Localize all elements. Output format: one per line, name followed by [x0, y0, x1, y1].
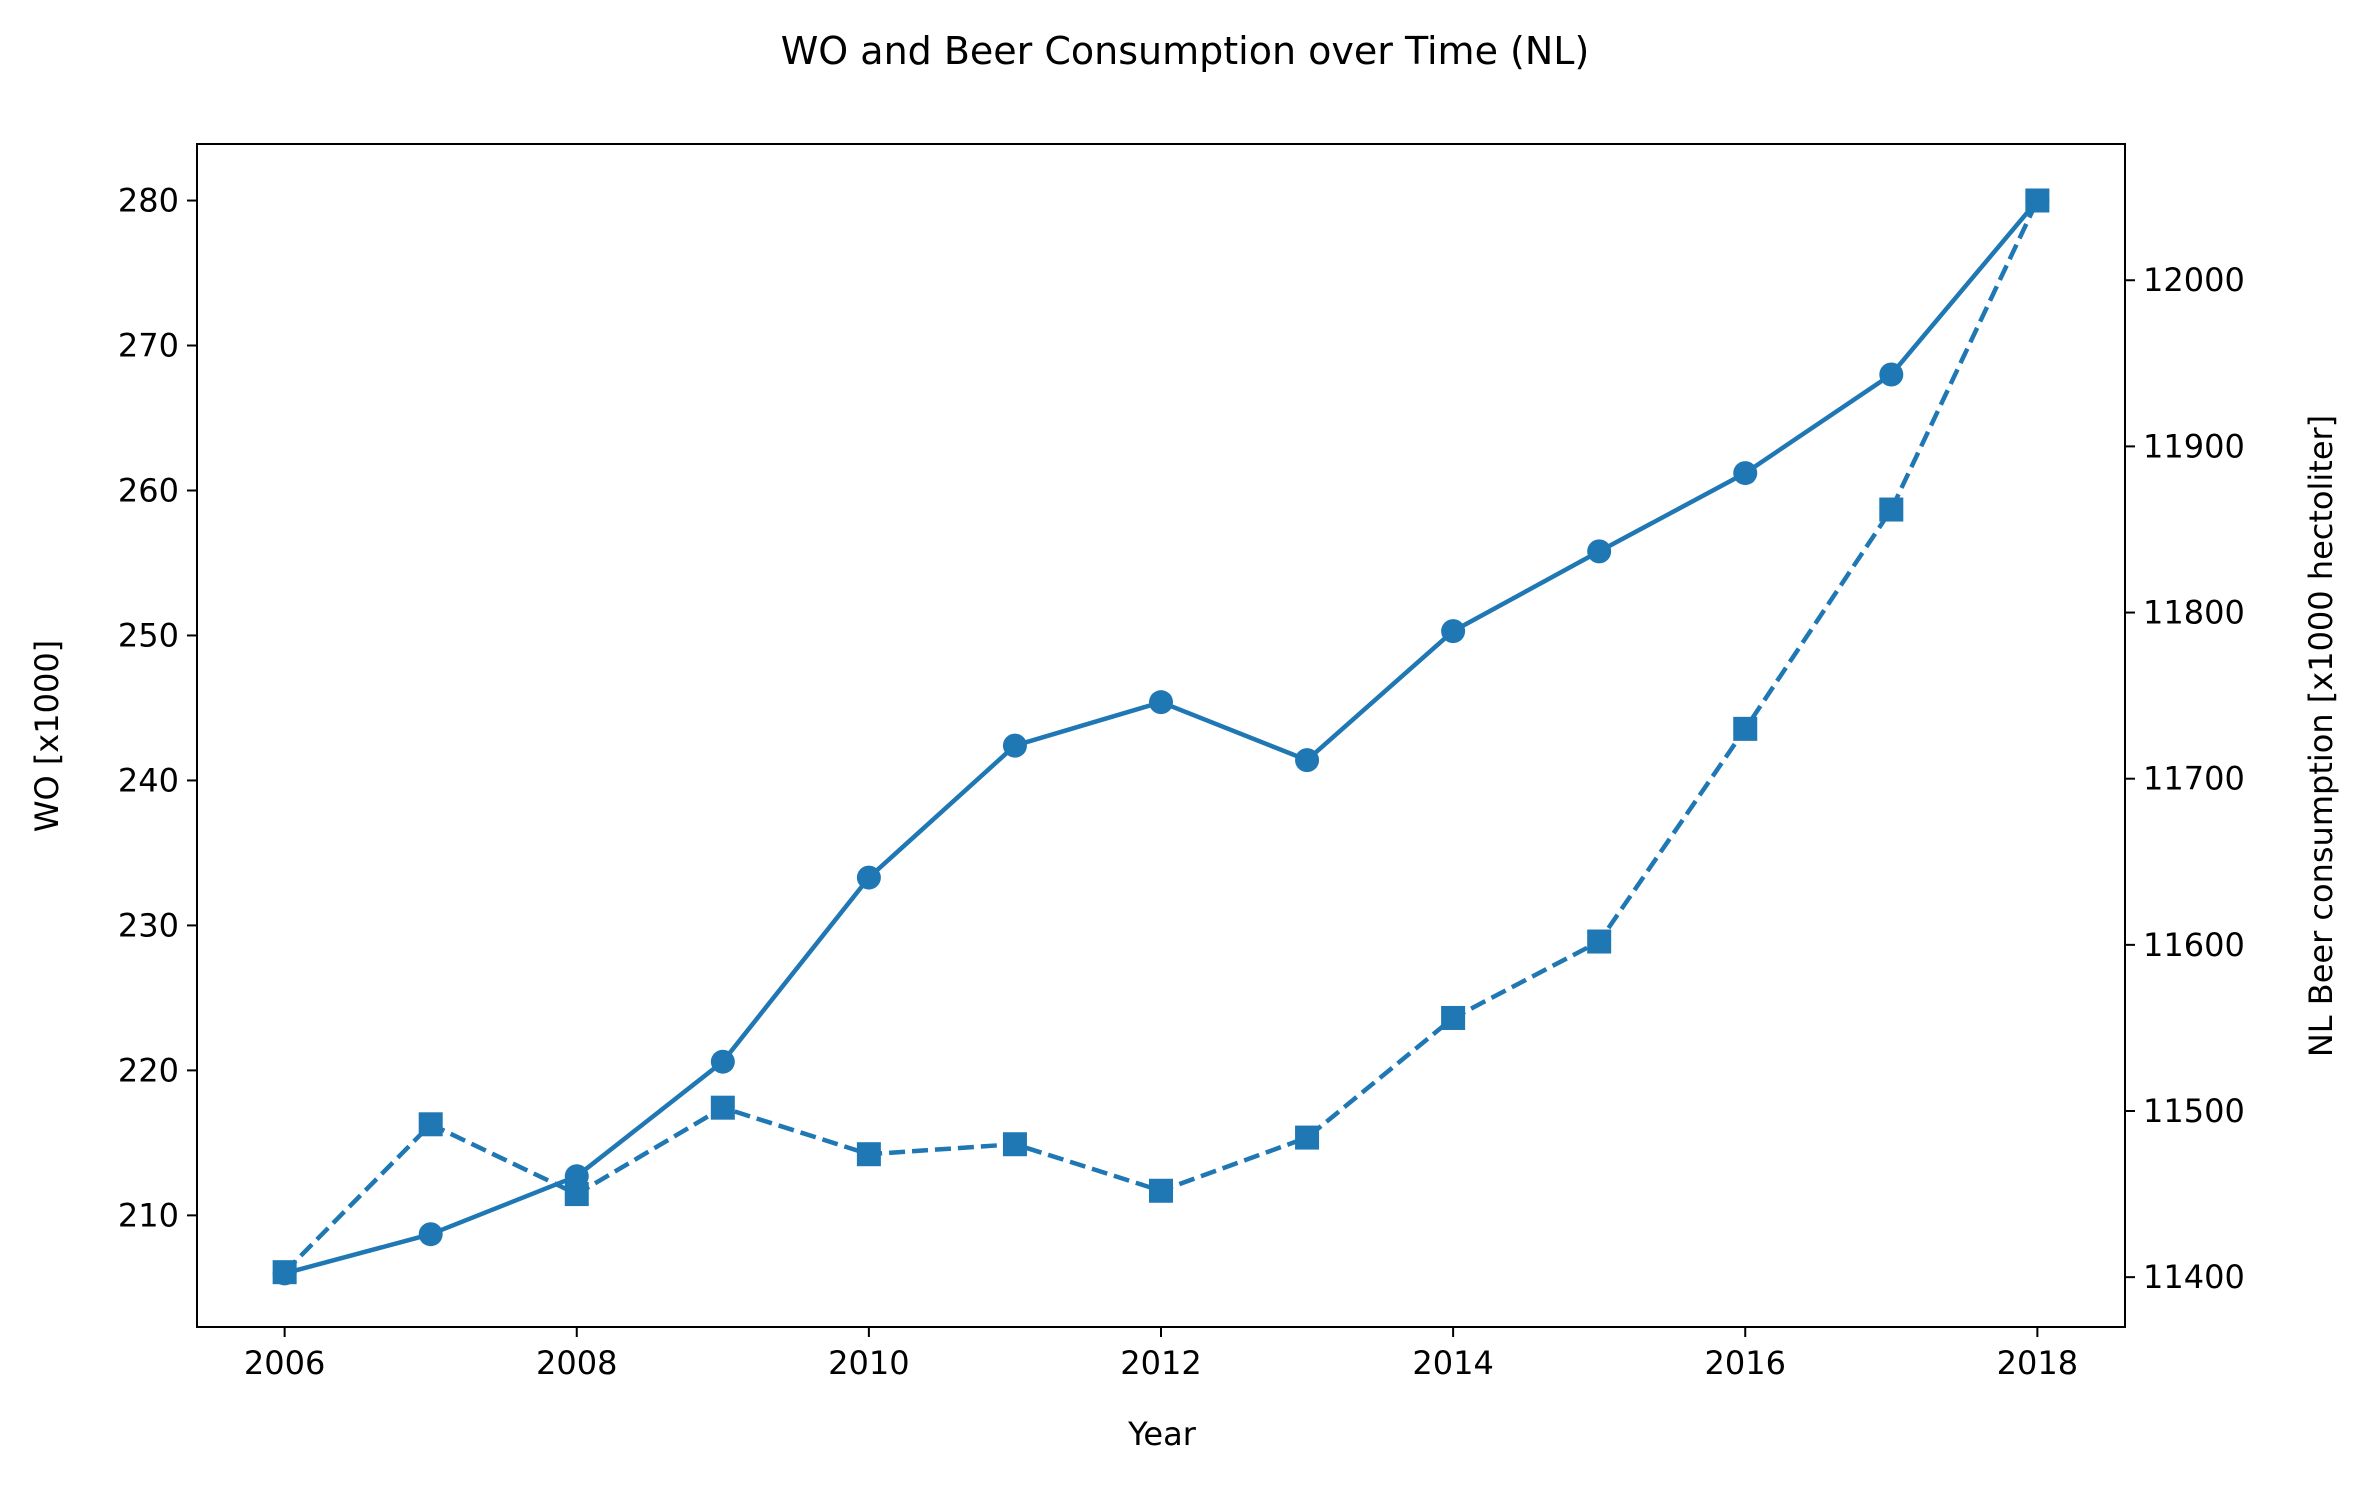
data-point-left-2012	[1149, 690, 1173, 715]
data-point-left-2013	[1295, 748, 1320, 773]
y-right-tick-label-11600: 11600	[2143, 926, 2245, 964]
y-right-tick-label-11800: 11800	[2143, 594, 2245, 632]
data-point-right-2018	[2025, 188, 2050, 213]
y-right-tick-label-11700: 11700	[2143, 760, 2245, 798]
data-point-left-2007	[418, 1222, 443, 1247]
data-point-right-2009	[710, 1095, 735, 1120]
x-tick-label-2010: 2010	[828, 1344, 909, 1382]
data-point-right-2011	[1002, 1132, 1027, 1157]
y-left-tick-label-230: 230	[118, 906, 179, 944]
y-left-tick-label-270: 270	[118, 327, 179, 365]
data-point-left-2009	[710, 1049, 735, 1074]
y-left-tick-label-260: 260	[118, 471, 179, 509]
y-axis-label-left: WO [x1000]	[28, 640, 66, 832]
data-point-right-2006	[272, 1260, 297, 1285]
y-left-tick-label-240: 240	[118, 761, 179, 799]
x-axis-label: Year	[1127, 1415, 1197, 1453]
axes: 2006 2008 2010 2012 2014 2016 2018 210 220 230 240…	[118, 143, 2245, 1382]
y-right-tick-label-11400: 11400	[2143, 1258, 2245, 1296]
x-tick-label-2012: 2012	[1120, 1344, 1201, 1382]
data-point-left-2014	[1441, 619, 1466, 644]
data-point-left-2015	[1587, 539, 1612, 564]
data-point-right-2015	[1587, 929, 1612, 954]
y-right-tick-label-12000: 12000	[2143, 261, 2245, 299]
y-right-tick-label-11500: 11500	[2143, 1092, 2245, 1130]
y-left-tick-label-210: 210	[118, 1196, 179, 1234]
data-point-left-2016	[1733, 461, 1758, 486]
chart-title: WO and Beer Consumption over Time (NL)	[781, 29, 1590, 73]
data-point-right-2014	[1441, 1005, 1466, 1030]
y-left-tick-label-250: 250	[118, 616, 179, 654]
data-point-right-2017	[1879, 497, 1904, 522]
y-left-tick-label-220: 220	[118, 1051, 179, 1089]
data-point-right-2007	[418, 1112, 443, 1137]
y-left-tick-label-280: 280	[118, 182, 179, 220]
y-right-tick-label-11900: 11900	[2143, 427, 2245, 465]
y-axis-label-right: NL Beer consumption [x1000 hectoliter]	[2302, 415, 2340, 1057]
data-point-right-2016	[1733, 716, 1758, 741]
data-point-left-2010	[856, 865, 881, 890]
x-tick-label-2006: 2006	[244, 1344, 325, 1382]
data-point-right-2013	[1295, 1125, 1320, 1150]
x-tick-label-2014: 2014	[1412, 1344, 1493, 1382]
data-point-right-2010	[856, 1142, 881, 1167]
data-point-right-2008	[564, 1182, 589, 1207]
x-tick-label-2008: 2008	[536, 1344, 617, 1382]
x-tick-label-2018: 2018	[1997, 1344, 2078, 1382]
plot-area	[272, 188, 2050, 1286]
data-point-left-2011	[1002, 733, 1027, 758]
data-point-left-2017	[1879, 362, 1904, 387]
data-point-right-2012	[1149, 1178, 1173, 1203]
x-tick-label-2016: 2016	[1705, 1344, 1786, 1382]
